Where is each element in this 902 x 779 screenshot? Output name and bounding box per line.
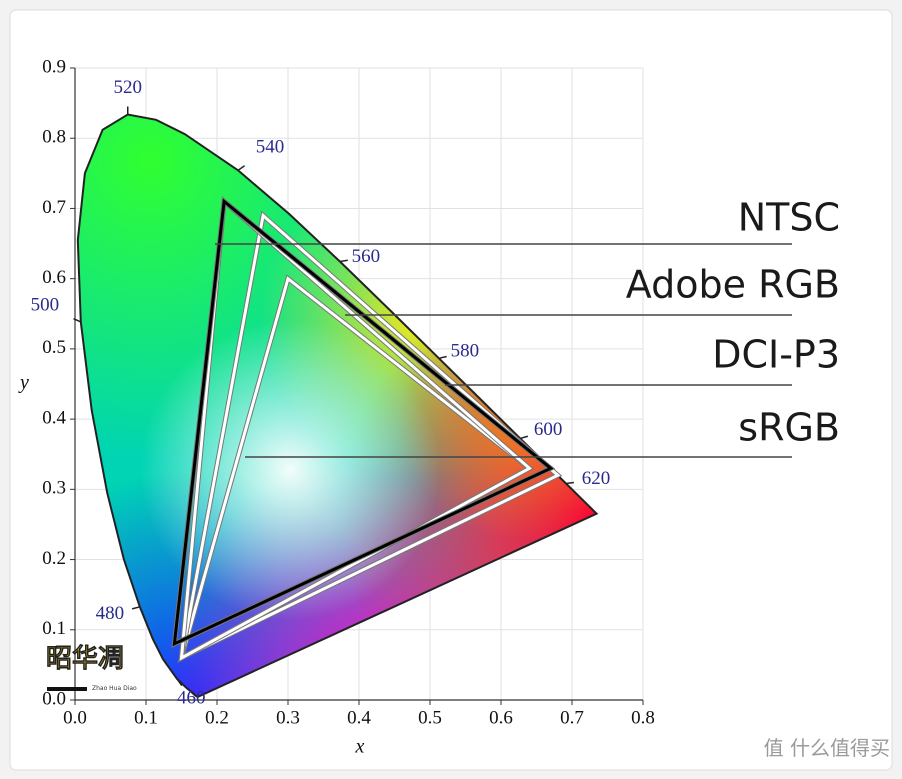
y-tick-label: 0.1	[42, 618, 66, 639]
y-tick-label: 0.9	[42, 56, 66, 77]
y-axis-label: y	[18, 372, 29, 394]
x-tick-label: 0.8	[631, 707, 655, 728]
watermark-sub: Zhao Hua Diao	[92, 685, 137, 692]
y-tick-label: 0.5	[42, 337, 66, 358]
gamut-triangle	[172, 198, 554, 647]
y-tick-label: 0.8	[42, 127, 66, 148]
y-tick-label: 0.3	[42, 478, 66, 499]
wavelength-label: 540	[256, 137, 285, 158]
x-tick-label: 0.1	[134, 707, 158, 728]
gamut-triangle	[179, 198, 533, 661]
wavelength-label: 580	[451, 341, 480, 362]
legend-label: sRGB	[738, 406, 840, 450]
wavelength-tick	[519, 435, 529, 440]
wavelength-label: 460	[177, 688, 206, 709]
watermark-site: 值 什么值得买	[764, 736, 890, 760]
x-tick-label: 0.0	[63, 707, 87, 728]
y-tick-label: 0.6	[42, 267, 66, 288]
x-tick-label: 0.4	[347, 707, 371, 728]
wavelength-label: 620	[582, 468, 611, 489]
legend-label: Adobe RGB	[626, 263, 840, 307]
watermark-logo: 昭华凋	[46, 643, 124, 674]
wavelength-tick	[565, 481, 574, 485]
wavelength-label: 600	[534, 419, 563, 440]
x-tick-label: 0.7	[560, 707, 584, 728]
wavelength-label: 500	[31, 294, 60, 315]
x-tick-label: 0.6	[489, 707, 513, 728]
wavelength-label: 560	[352, 246, 381, 267]
x-tick-label: 0.2	[205, 707, 229, 728]
wavelength-tick	[131, 606, 141, 610]
plot: 0.0 0.1 0.2 0.3 0.4 0.5 0.6 0.7 0.8 0.0 0.1 0.2 0.3 0…	[31, 56, 840, 728]
y-tick-label: 0.4	[42, 407, 66, 428]
wavelength-tick	[438, 355, 447, 360]
watermark-bar	[47, 687, 87, 691]
legend-label: NTSC	[738, 196, 840, 240]
x-axis-label: x	[355, 736, 365, 758]
y-tick-label: 0.0	[42, 688, 66, 709]
gamut-triangle	[179, 212, 561, 661]
wavelength-tick	[339, 259, 348, 263]
wavelength-label: 480	[96, 603, 125, 624]
wavelength-tick	[176, 678, 183, 687]
legend-label: DCI-P3	[712, 333, 840, 377]
y-tick-label: 0.2	[42, 548, 66, 569]
x-tick-label: 0.5	[418, 707, 442, 728]
wavelength-label: 520	[114, 77, 143, 98]
wavelength-tick	[237, 165, 246, 171]
x-tick-label: 0.3	[276, 707, 300, 728]
y-tick-label: 0.7	[42, 197, 66, 218]
wavelength-tick	[73, 317, 82, 323]
